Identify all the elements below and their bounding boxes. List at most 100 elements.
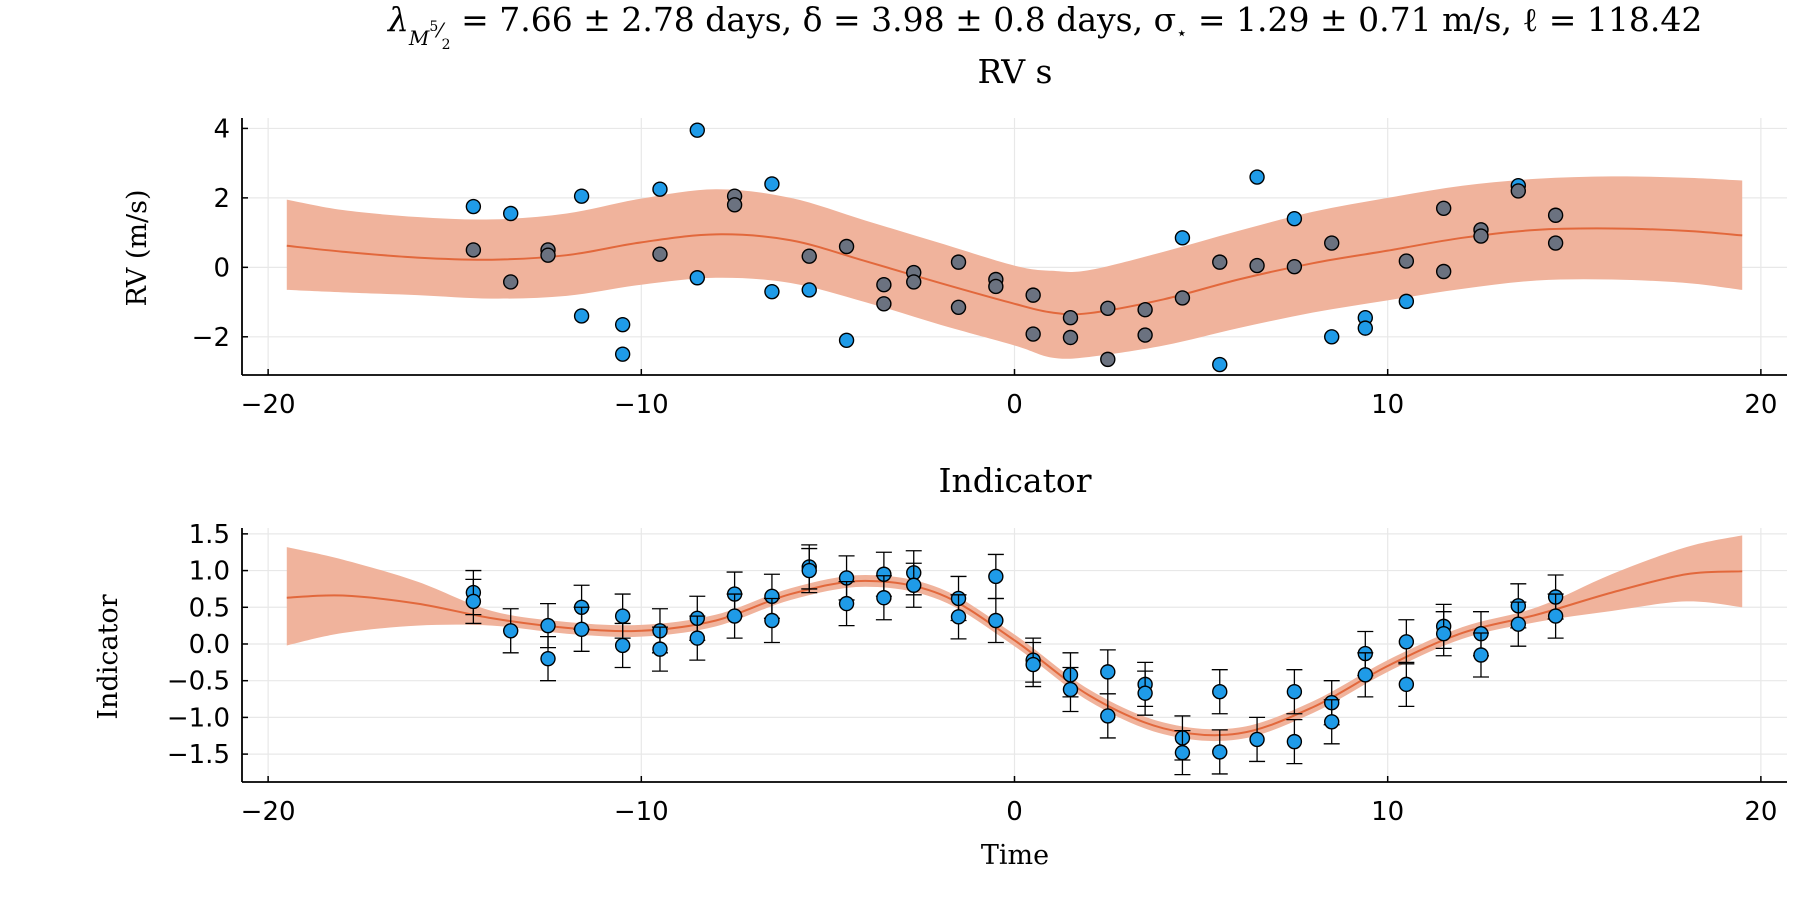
indicator-y-axis-label: Indicator [93, 594, 124, 719]
data-point [838, 238, 855, 255]
x-tick-label: −20 [241, 390, 296, 420]
data-point [1435, 263, 1452, 280]
data-point [1286, 684, 1303, 700]
data-point [1435, 626, 1452, 642]
data-point [1249, 731, 1265, 748]
x-tick-label: 0 [1006, 797, 1023, 827]
data-point [801, 282, 817, 298]
data-point [465, 242, 482, 258]
data-point [1249, 257, 1265, 274]
model-confidence-band [286, 535, 1743, 742]
data-point [652, 641, 668, 657]
data-point [1025, 287, 1041, 303]
data-point [540, 650, 556, 667]
data-point [1547, 608, 1564, 624]
data-point [1062, 329, 1079, 346]
data-point [1137, 302, 1153, 318]
data-point [1249, 169, 1265, 185]
data-point [988, 612, 1004, 629]
rv-panel-title: RV s [978, 52, 1053, 91]
data-point [614, 637, 631, 654]
data-point [502, 623, 519, 639]
rv-points [465, 122, 1564, 373]
data-point [1212, 744, 1228, 760]
data-point [1324, 714, 1340, 730]
suptitle-sigma-value: = 1.29 ± 0.71 m/s, ℓ = 118.42 [1187, 0, 1702, 39]
data-point [988, 568, 1004, 585]
data-point [1212, 684, 1228, 700]
y-tick-label: −1.5 [167, 740, 230, 770]
data-point [876, 277, 892, 293]
data-point [838, 332, 855, 348]
data-point [652, 181, 668, 197]
data-point [614, 608, 631, 624]
data-point [1174, 744, 1191, 761]
time-x-axis-label: Time [981, 840, 1049, 871]
suptitle-lambda-slash: ⁄ [434, 18, 445, 42]
suptitle-lambda: λ [386, 0, 409, 39]
data-point [764, 612, 780, 629]
data-point [950, 609, 967, 625]
data-point [801, 562, 817, 579]
x-tick-label: 10 [1371, 797, 1404, 827]
data-point [1473, 228, 1489, 244]
data-point [1398, 634, 1415, 650]
data-point [838, 595, 855, 612]
model-mean-line [286, 227, 1743, 316]
data-point [1473, 647, 1489, 663]
data-point [1100, 351, 1116, 368]
y-tick-label: 2 [213, 184, 230, 214]
x-tick-label: −10 [614, 390, 669, 420]
data-point [764, 176, 780, 192]
y-tick-label: 4 [213, 114, 230, 144]
data-point [689, 630, 705, 646]
data-point [1137, 327, 1153, 343]
rv-y-axis-label: RV (m/s) [122, 189, 153, 306]
y-tick-label: −0.5 [167, 667, 230, 697]
indicator-grid [242, 528, 1787, 782]
y-tick-label: 0.5 [189, 593, 230, 623]
suptitle-lambda-sub: M [408, 26, 430, 50]
data-point [876, 296, 892, 312]
data-point [502, 205, 519, 222]
data-point [1510, 183, 1527, 199]
data-point [1174, 230, 1191, 246]
x-tick-label: 0 [1006, 390, 1023, 420]
data-point [689, 122, 705, 138]
data-point [652, 246, 668, 262]
indicator-points [465, 544, 1564, 776]
indicator-panel: Indicator Indicator Time −20 −10 0 10 20 −1.5… [93, 461, 1787, 871]
data-point [1324, 235, 1340, 251]
indicator-model-band [286, 535, 1743, 742]
data-point [1062, 681, 1079, 698]
data-point [764, 283, 780, 300]
rv-model-band [286, 176, 1743, 359]
data-point [614, 316, 631, 333]
data-point [1212, 254, 1228, 270]
data-point [988, 278, 1004, 295]
suptitle-lambda-value: = 7.66 ± 2.78 days, δ = 3.98 ± 0.8 days,… [451, 0, 1177, 39]
y-tick-label: 0.0 [189, 630, 230, 660]
model-mean-line [286, 570, 1743, 737]
data-point [1547, 235, 1564, 251]
y-tick-label: 1.0 [189, 557, 230, 587]
data-point [876, 590, 892, 606]
data-point [1398, 253, 1415, 269]
y-tick-label: 0 [213, 253, 230, 283]
data-point [1062, 309, 1079, 326]
data-point [1398, 676, 1415, 693]
data-point [1357, 667, 1373, 683]
data-point [540, 617, 556, 634]
data-point [1324, 329, 1340, 345]
x-tick-label: 20 [1744, 390, 1777, 420]
x-tick-label: 20 [1744, 797, 1777, 827]
data-point [1212, 356, 1228, 373]
data-point [1174, 290, 1191, 306]
data-point [573, 621, 590, 638]
data-point [1100, 300, 1116, 317]
data-point [465, 593, 482, 610]
data-point [1286, 733, 1303, 750]
